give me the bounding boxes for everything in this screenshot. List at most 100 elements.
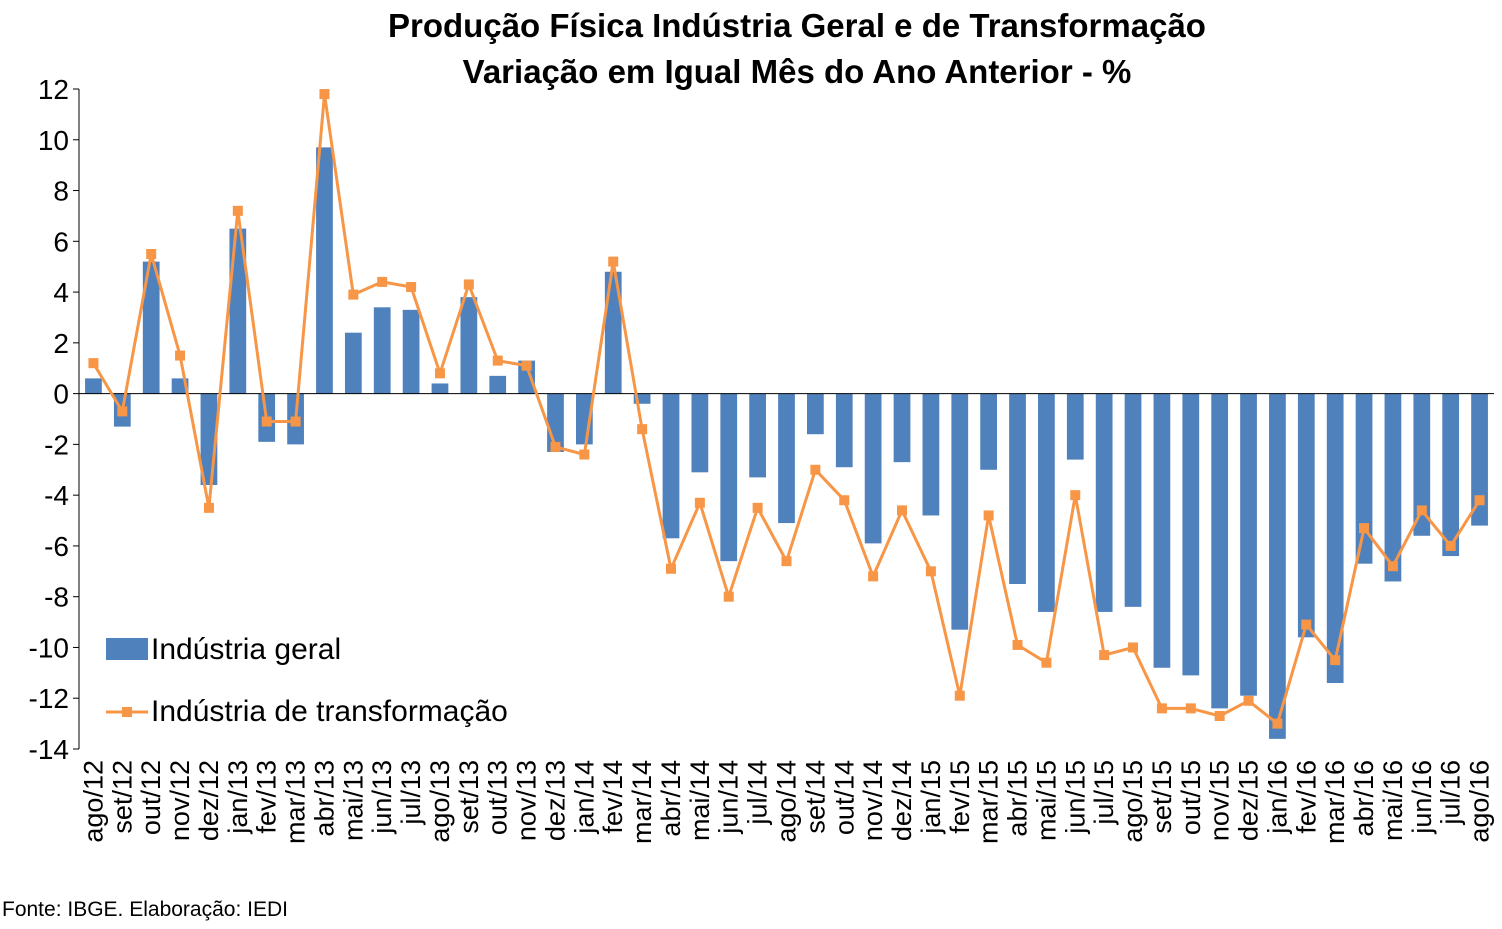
bar (489, 375, 507, 394)
x-tick-label: mai/13 (338, 760, 368, 841)
bar (1240, 393, 1257, 696)
x-tick-label: mar/15 (974, 760, 1004, 844)
line-marker (925, 566, 936, 577)
bar (1095, 393, 1113, 612)
bar (778, 393, 795, 524)
x-tick-label: mai/14 (685, 760, 715, 841)
line-marker (752, 502, 763, 513)
bar (1297, 393, 1315, 638)
bar (344, 332, 362, 394)
bar (633, 393, 651, 404)
x-tick-label: nov/14 (858, 760, 888, 841)
bar (662, 393, 680, 539)
x-tick-label: set/15 (1147, 760, 1177, 834)
x-tick-label: set/12 (107, 760, 137, 834)
line-marker (1099, 650, 1110, 661)
legend-swatch-bar (106, 638, 148, 660)
bar (980, 393, 998, 470)
x-tick-label: ago/13 (425, 760, 455, 843)
bar (604, 271, 622, 394)
x-tick-label: fev/13 (252, 760, 282, 834)
y-tick-label: 4 (53, 277, 69, 308)
bar (460, 297, 478, 394)
line-marker (1128, 642, 1139, 653)
line-marker (1243, 695, 1254, 706)
line-marker (1416, 505, 1427, 516)
bar (1153, 393, 1171, 668)
y-tick-label: 6 (53, 226, 69, 257)
y-tick-label: 2 (53, 328, 69, 359)
y-tick-label: 8 (53, 176, 69, 207)
x-axis: ago/12set/12out/12nov/12dez/12jan/13fev/… (78, 393, 1495, 844)
x-tick-label: abr/16 (1349, 760, 1379, 837)
bar (1384, 393, 1402, 582)
bar (85, 378, 102, 394)
line-marker (694, 497, 705, 508)
x-tick-label: set/14 (800, 760, 830, 834)
line-marker (463, 279, 474, 290)
line-marker (550, 441, 561, 452)
line-marker (723, 591, 734, 602)
x-tick-label: out/14 (829, 760, 859, 835)
line-marker (781, 556, 792, 567)
legend-label-line: Indústria de transformação (151, 695, 508, 728)
x-tick-label: dez/14 (887, 760, 917, 841)
x-tick-label: jul/15 (1089, 760, 1119, 826)
line-marker (665, 563, 676, 574)
y-axis: 12 10 8 6 4 2 0 -2 -4 -6 -8 -10 -12 -14 (29, 74, 80, 765)
y-tick-label: -8 (44, 582, 69, 613)
bar (835, 393, 853, 468)
x-tick-label: fev/14 (598, 760, 628, 834)
source-note: Fonte: IBGE. Elaboração: IEDI (2, 898, 288, 921)
x-tick-label: fev/15 (945, 760, 975, 834)
y-tick-label: -2 (44, 429, 69, 460)
bar (807, 393, 824, 435)
x-tick-label: dez/15 (1234, 760, 1264, 841)
line-marker (521, 360, 532, 371)
line-marker (1214, 711, 1225, 721)
line-marker (377, 276, 388, 287)
x-tick-label: jun/14 (714, 760, 744, 835)
legend-label-bar: Indústria geral (151, 633, 341, 666)
line-marker (954, 690, 965, 701)
x-tick-label: ago/15 (1118, 760, 1148, 843)
line-marker (290, 416, 301, 427)
line-series (88, 89, 1485, 729)
x-tick-label: mar/13 (281, 760, 311, 844)
line-marker (1474, 495, 1485, 506)
chart-subtitle: Variação em Igual Mês do Ano Anterior - … (463, 53, 1132, 90)
bar (1066, 393, 1084, 460)
x-tick-label: dez/12 (194, 760, 224, 841)
y-tick-label: -12 (29, 683, 69, 714)
bar (1442, 393, 1460, 557)
x-tick-label: abr/13 (309, 760, 339, 837)
y-tick-label: 0 (53, 379, 69, 410)
line-marker (897, 505, 908, 516)
x-tick-label: mai/15 (1031, 760, 1061, 841)
x-tick-label: jul/13 (396, 760, 426, 826)
x-tick-label: ago/14 (772, 760, 802, 843)
bar (1471, 393, 1488, 526)
legend-swatch-marker (122, 707, 132, 717)
x-tick-label: jan/15 (916, 760, 946, 835)
x-tick-label: set/13 (454, 760, 484, 834)
line-marker (492, 355, 503, 366)
line-marker (1330, 655, 1341, 666)
y-tick-label: -6 (44, 531, 69, 562)
line-marker (637, 424, 648, 435)
bar (431, 383, 449, 394)
line-marker (608, 256, 619, 267)
x-tick-label: mar/16 (1320, 760, 1350, 844)
line-marker (1359, 523, 1370, 534)
line-marker (406, 282, 417, 292)
x-tick-label: nov/13 (512, 760, 542, 841)
line-marker (983, 510, 994, 521)
x-tick-label: abr/15 (1003, 760, 1033, 837)
line-marker (319, 89, 330, 100)
line-marker (1185, 703, 1196, 714)
x-tick-label: out/15 (1176, 760, 1206, 835)
x-tick-label: jan/16 (1262, 760, 1292, 835)
bar (864, 393, 882, 544)
bar (749, 393, 766, 478)
